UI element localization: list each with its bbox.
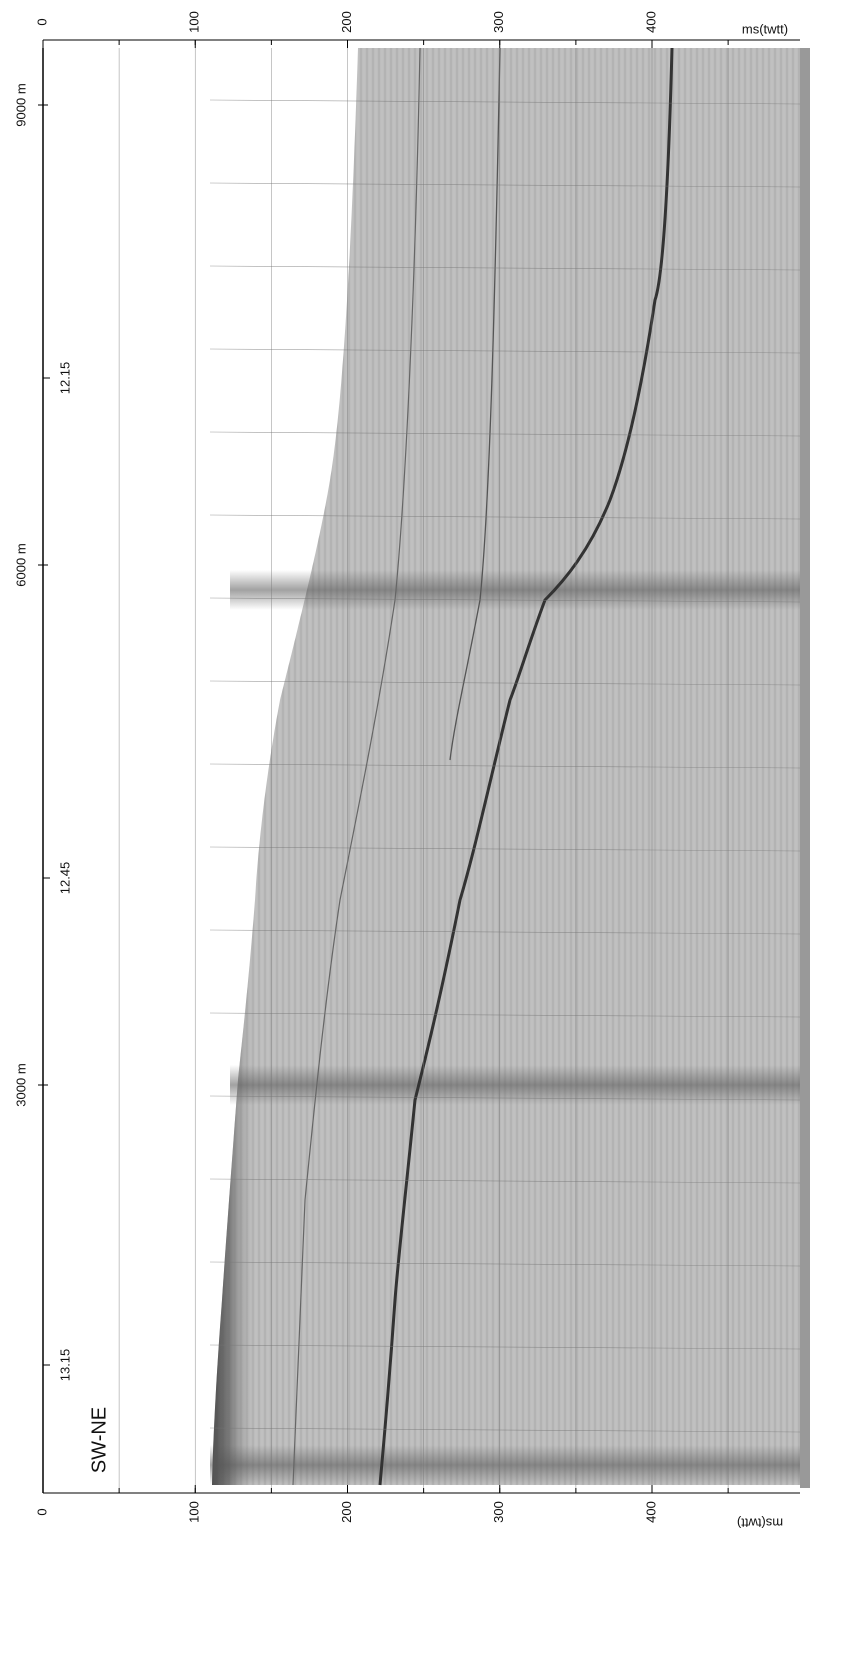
- tick-label: 200: [339, 1501, 354, 1523]
- grid-h: [209, 265, 801, 271]
- tick-label: 0: [34, 1508, 49, 1515]
- tick-label: 0: [34, 18, 49, 25]
- grid-h: [209, 99, 801, 105]
- grid-h: [209, 929, 801, 935]
- grid-h: [209, 1261, 801, 1267]
- bottom-axis-unit: ms(twtt): [737, 1516, 783, 1531]
- tick-label: 100: [187, 1501, 202, 1523]
- profile-label: SW-NE: [88, 1407, 110, 1473]
- distance-label: 9000 m: [13, 83, 28, 126]
- grid-h: [209, 763, 801, 769]
- tick-label: 300: [491, 11, 506, 33]
- distance-label: 6000 m: [13, 543, 28, 586]
- tick-label: 400: [643, 1501, 658, 1523]
- tick-label: 300: [491, 1501, 506, 1523]
- tick-label: 200: [339, 11, 354, 33]
- top-axis-unit: ms(twtt): [742, 21, 788, 36]
- tick-label: 100: [187, 11, 202, 33]
- grid-h: [209, 846, 801, 852]
- grid-h: [209, 1095, 801, 1101]
- distance-label: 3000 m: [13, 1063, 28, 1106]
- time-label: 13.15: [57, 1349, 72, 1382]
- time-label: 12.15: [57, 362, 72, 395]
- grid-h: [209, 1344, 801, 1350]
- grid-h: [209, 514, 801, 520]
- grid-h: [209, 680, 801, 686]
- grid-h: [209, 431, 801, 437]
- seismic-image: [118, 47, 810, 1488]
- grid-h: [209, 597, 801, 603]
- time-label: 12.45: [57, 862, 72, 895]
- grid-h: [209, 1178, 801, 1184]
- grid: [118, 48, 801, 1488]
- tick-label: 400: [643, 11, 658, 33]
- grid-h: [209, 1012, 801, 1018]
- grid-h: [209, 182, 801, 188]
- grid-h: [209, 348, 801, 354]
- grid-h: [209, 1427, 801, 1433]
